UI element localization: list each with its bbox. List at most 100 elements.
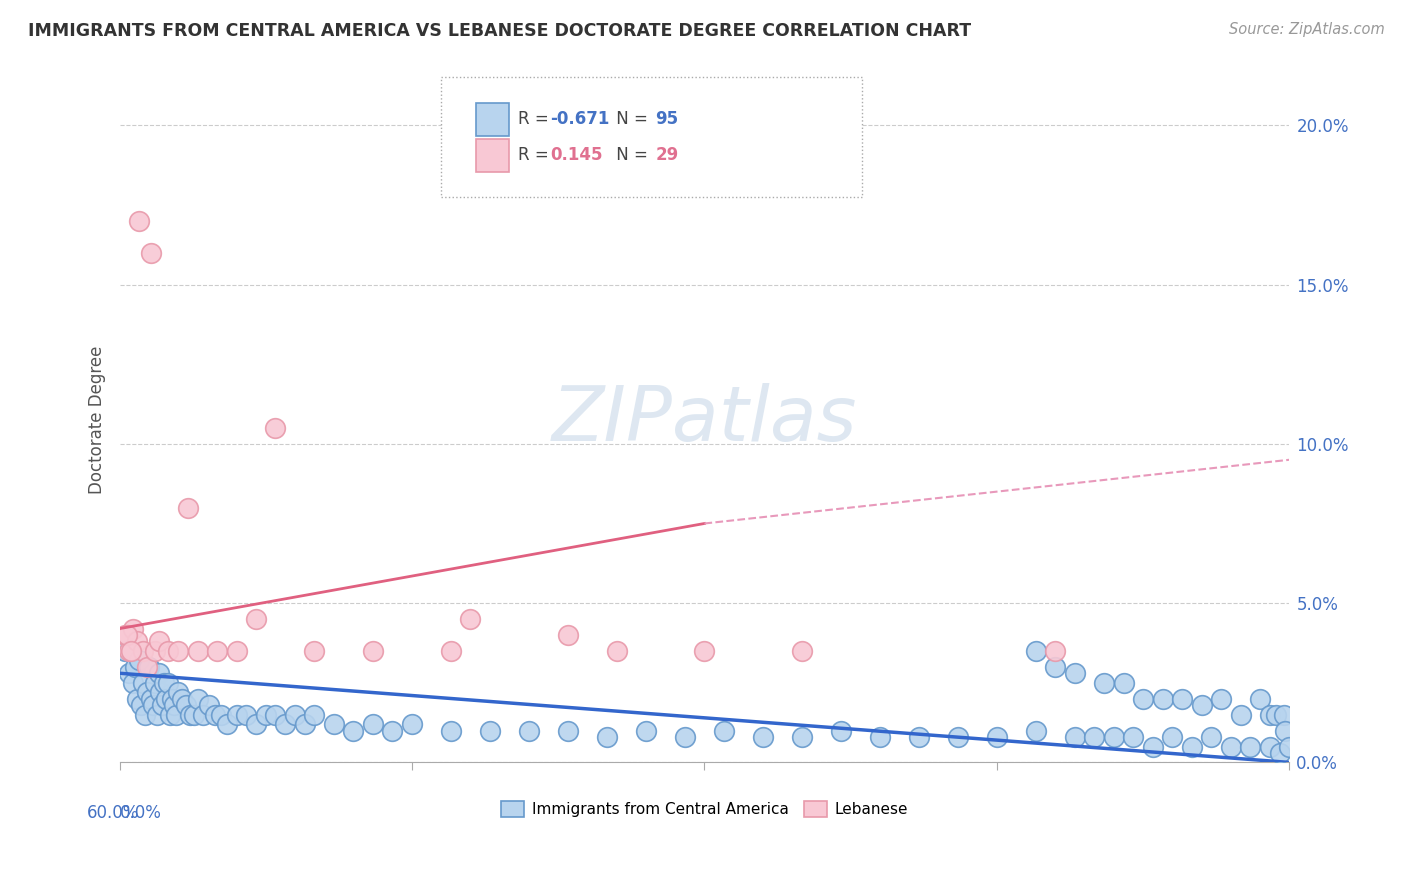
- Text: 0.145: 0.145: [550, 146, 603, 164]
- Text: N =: N =: [610, 110, 652, 128]
- Point: [125, 691, 148, 706]
- Point: [186, 644, 208, 658]
- Point: [145, 707, 167, 722]
- Point: [381, 723, 404, 738]
- Point: [294, 717, 316, 731]
- Point: [342, 723, 364, 738]
- Point: [1211, 691, 1233, 706]
- Point: [235, 707, 257, 722]
- Point: [517, 723, 540, 738]
- Text: -0.671: -0.671: [550, 110, 609, 128]
- Point: [157, 644, 180, 658]
- Point: [869, 730, 891, 744]
- FancyBboxPatch shape: [441, 78, 862, 197]
- Text: R =: R =: [519, 110, 554, 128]
- Point: [117, 628, 139, 642]
- Point: [713, 723, 735, 738]
- Point: [361, 644, 384, 658]
- Point: [174, 698, 197, 712]
- Point: [159, 707, 181, 722]
- Point: [225, 707, 247, 722]
- Point: [596, 730, 619, 744]
- Point: [114, 644, 136, 658]
- Point: [215, 717, 238, 731]
- Point: [155, 691, 177, 706]
- Point: [1025, 644, 1047, 658]
- Point: [323, 717, 346, 731]
- Text: N =: N =: [610, 146, 652, 164]
- Point: [167, 644, 190, 658]
- Point: [284, 707, 307, 722]
- Text: R =: R =: [519, 146, 560, 164]
- Point: [1191, 698, 1213, 712]
- Point: [135, 660, 157, 674]
- Point: [163, 698, 186, 712]
- Point: [1278, 739, 1301, 754]
- Point: [125, 634, 148, 648]
- Point: [1201, 730, 1223, 744]
- Point: [245, 612, 267, 626]
- Point: [1102, 730, 1125, 744]
- Point: [1258, 707, 1281, 722]
- Point: [478, 723, 501, 738]
- Y-axis label: Doctorate Degree: Doctorate Degree: [87, 346, 105, 494]
- Point: [1152, 691, 1174, 706]
- Point: [1132, 691, 1154, 706]
- Text: ZIPatlas: ZIPatlas: [551, 383, 858, 457]
- Point: [149, 685, 172, 699]
- Point: [134, 707, 156, 722]
- Point: [193, 707, 215, 722]
- Point: [1083, 730, 1105, 744]
- Point: [634, 723, 657, 738]
- Point: [135, 685, 157, 699]
- Point: [304, 644, 326, 658]
- Point: [1229, 707, 1251, 722]
- Point: [1045, 644, 1067, 658]
- Point: [170, 691, 193, 706]
- Point: [830, 723, 852, 738]
- Point: [304, 707, 326, 722]
- Point: [132, 644, 155, 658]
- Point: [179, 707, 201, 722]
- Point: [264, 707, 287, 722]
- Point: [1064, 730, 1087, 744]
- Point: [1264, 707, 1286, 722]
- Point: [1268, 746, 1291, 760]
- Point: [361, 717, 384, 731]
- Point: [557, 628, 579, 642]
- Point: [160, 691, 183, 706]
- Point: [752, 730, 775, 744]
- FancyBboxPatch shape: [477, 139, 509, 172]
- Point: [225, 644, 247, 658]
- Point: [245, 717, 267, 731]
- Point: [440, 644, 463, 658]
- Point: [186, 691, 208, 706]
- Point: [204, 707, 226, 722]
- Point: [209, 707, 232, 722]
- Point: [157, 675, 180, 690]
- Point: [124, 660, 146, 674]
- Point: [1249, 691, 1271, 706]
- Point: [1112, 675, 1135, 690]
- Point: [139, 691, 162, 706]
- Point: [1239, 739, 1261, 754]
- Point: [114, 628, 136, 642]
- Point: [264, 421, 287, 435]
- Point: [1122, 730, 1144, 744]
- Point: [606, 644, 628, 658]
- Point: [122, 675, 145, 690]
- Point: [118, 644, 141, 658]
- Point: [693, 644, 716, 658]
- Point: [460, 612, 482, 626]
- Point: [177, 500, 200, 515]
- Text: 60.0%: 60.0%: [87, 804, 139, 822]
- Point: [1064, 666, 1087, 681]
- Point: [122, 622, 145, 636]
- Point: [139, 245, 162, 260]
- Point: [1219, 739, 1241, 754]
- FancyBboxPatch shape: [477, 103, 509, 136]
- Point: [132, 675, 155, 690]
- Point: [118, 666, 141, 681]
- Point: [153, 675, 176, 690]
- Point: [152, 698, 174, 712]
